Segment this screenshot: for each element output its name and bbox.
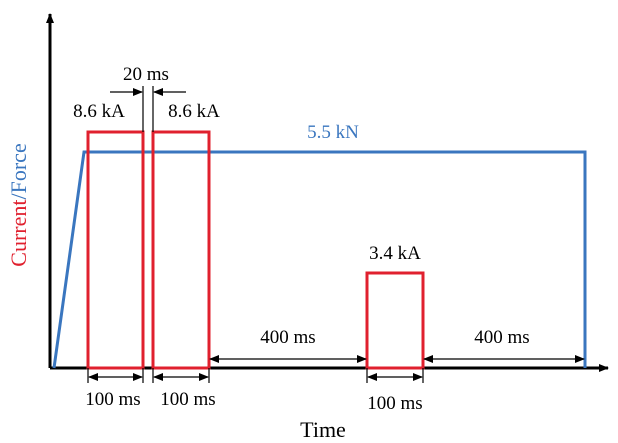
pulse1-label: 8.6 kA [73,101,125,122]
y-axis-label-current: Current [6,200,31,267]
y-axis-label: Current/Force [6,143,31,266]
pulse2-label: 8.6 kA [168,101,220,122]
force-trace [52,150,587,369]
force-label: 5.5 kN [307,122,359,143]
dur2-label: 100 ms [160,389,215,410]
current-pulse-3 [365,271,425,370]
pulse3-label: 3.4 kA [369,243,421,264]
current-pulse-1 [86,130,145,370]
dur3-label: 100 ms [367,393,422,414]
y-axis-label-force: /Force [6,143,31,199]
gap-label: 20 ms [123,64,169,85]
x-axis-label: Time [300,417,346,442]
current-pulse-2 [151,130,211,370]
dur1-label: 100 ms [85,389,140,410]
interval1-label: 400 ms [260,327,315,348]
interval2-label: 400 ms [474,327,529,348]
